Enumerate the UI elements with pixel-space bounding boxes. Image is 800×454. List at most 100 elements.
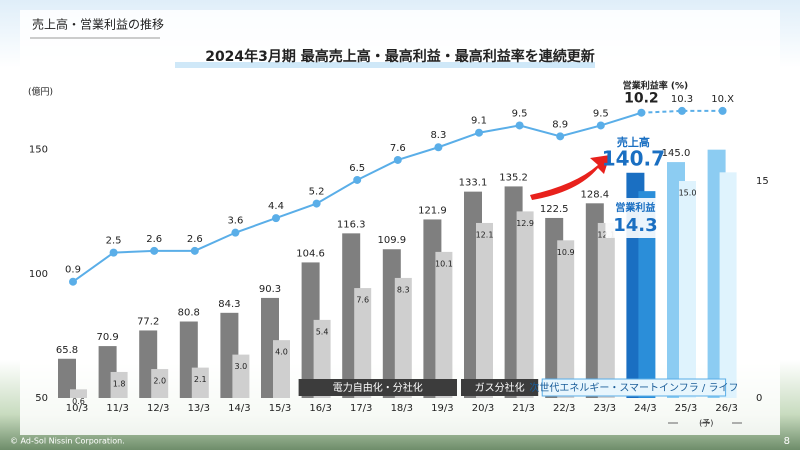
y-tick-label: 150 (29, 145, 48, 156)
profit-label: 0.6 (72, 397, 85, 406)
margin-label: 10.X (711, 94, 734, 105)
profit-label: 10.9 (557, 248, 575, 257)
margin-point (190, 246, 199, 255)
sales-label: 104.6 (296, 248, 325, 259)
profit-bar (151, 369, 169, 398)
profit-label: 12.1 (476, 230, 494, 239)
x-tick-label: 12/3 (147, 403, 169, 414)
profit-bar (110, 371, 128, 398)
era-label: 次世代エネルギー・スマートインフラ / ライフ (529, 381, 738, 394)
sales-callout-value: 140.7 (602, 147, 665, 171)
era-band (298, 379, 457, 396)
era-label: ガス分社化 (475, 381, 525, 394)
y2-tick-label: 0 (756, 393, 762, 404)
margin-point (515, 121, 524, 130)
profit-label: 5.4 (316, 327, 329, 336)
profit-bar (679, 181, 696, 398)
x-tick-label: 19/3 (431, 403, 453, 414)
profit-label: 10.1 (435, 259, 453, 268)
profit-callout-box (605, 198, 666, 238)
x-tick-label: 14/3 (228, 403, 250, 414)
x-tick-label: 18/3 (391, 403, 413, 414)
margin-legend: 営業利益率 (%) (623, 80, 688, 92)
margin-label: 9.1 (471, 116, 487, 127)
y-tick-label: 50 (35, 393, 48, 404)
profit-label: 4.0 (275, 348, 288, 357)
sales-label: 135.2 (499, 172, 528, 183)
profit-bar (597, 222, 615, 398)
x-tick-label: 10/3 (66, 403, 88, 414)
arrow (530, 155, 610, 200)
profit-bar (354, 288, 372, 398)
sales-callout-name: 売上高 (617, 135, 650, 149)
sales-label: 65.8 (56, 345, 78, 356)
margin-point (150, 246, 159, 255)
margin-label: 2.6 (187, 234, 203, 245)
margin-label: 3.6 (227, 216, 243, 227)
profit-label: 1.8 (113, 379, 126, 388)
profit-bar (70, 389, 87, 398)
sales-label: 77.2 (137, 316, 159, 327)
profit-label: 2.0 (153, 377, 166, 386)
sales-label: 84.3 (218, 299, 240, 310)
sales-label: 80.8 (178, 308, 200, 319)
x-tick-label: 21/3 (512, 403, 534, 414)
x-tick-label: 13/3 (188, 403, 210, 414)
margin-label: 0.9 (65, 265, 81, 276)
margin-point (475, 128, 483, 137)
profit-callout-value: 14.3 (613, 215, 657, 236)
x-tick-label: 24/3 (634, 403, 656, 414)
header: 売上高・営業利益の推移 (32, 17, 164, 32)
sales-bar (58, 358, 76, 398)
profit-bar (313, 319, 331, 398)
profit-bar (476, 222, 493, 398)
margin-label: 10.2 (624, 91, 659, 107)
margin-label: 7.6 (390, 143, 406, 154)
y-tick-label: 100 (29, 269, 48, 280)
y2-tick-label: 15 (756, 176, 769, 187)
margin-point (718, 106, 727, 115)
y-axis-label: (億円) (28, 86, 53, 98)
x-tick-label: 22/3 (553, 403, 575, 414)
margin-label: 8.9 (552, 119, 568, 130)
margin-label: 2.6 (146, 234, 162, 245)
x-tick-label: 15/3 (269, 403, 291, 414)
profit-bar (719, 172, 737, 398)
margin-label: 8.3 (430, 130, 446, 141)
profit-bar (516, 211, 534, 398)
margin-point (434, 143, 443, 152)
margin-point (109, 248, 118, 257)
profit-bar (557, 240, 575, 398)
era-label: 電力自由化・分社化 (333, 381, 423, 394)
margin-point (231, 228, 240, 237)
margin-point (69, 277, 77, 286)
x-tick-label: 16/3 (309, 403, 331, 414)
sales-label: 128.4 (580, 189, 609, 200)
sales-label: 121.9 (418, 205, 447, 216)
sales-label: 122.5 (540, 204, 569, 215)
era-band (541, 378, 727, 397)
profit-label: 12.9 (516, 219, 534, 228)
x-tick-label: 25/3 (675, 403, 697, 414)
footer: © Ad-Sol Nissin Corporation. (10, 437, 125, 446)
era-band (461, 379, 539, 396)
page-number: 8 (784, 436, 790, 447)
profit-label: 8.3 (397, 285, 410, 294)
margin-point (272, 214, 280, 223)
x-tick-label: 17/3 (350, 403, 372, 414)
profit-callout-name: 営業利益 (615, 201, 655, 214)
profit-bar (435, 251, 453, 398)
margin-point (637, 108, 646, 117)
profit-label: 2.1 (194, 375, 207, 384)
sales-label: 90.3 (259, 284, 281, 295)
profit-label: 3.0 (235, 362, 248, 371)
x-tick-label: 20/3 (472, 403, 494, 414)
margin-point (556, 132, 565, 141)
x-tick-label: 23/3 (594, 403, 616, 414)
margin-label: 4.4 (268, 201, 284, 212)
margin-label: 9.5 (593, 108, 609, 119)
margin-point (678, 106, 686, 115)
chart-title: 2024年3月期 最高売上高・最高利益・最高利益率を連続更新 (205, 48, 595, 65)
